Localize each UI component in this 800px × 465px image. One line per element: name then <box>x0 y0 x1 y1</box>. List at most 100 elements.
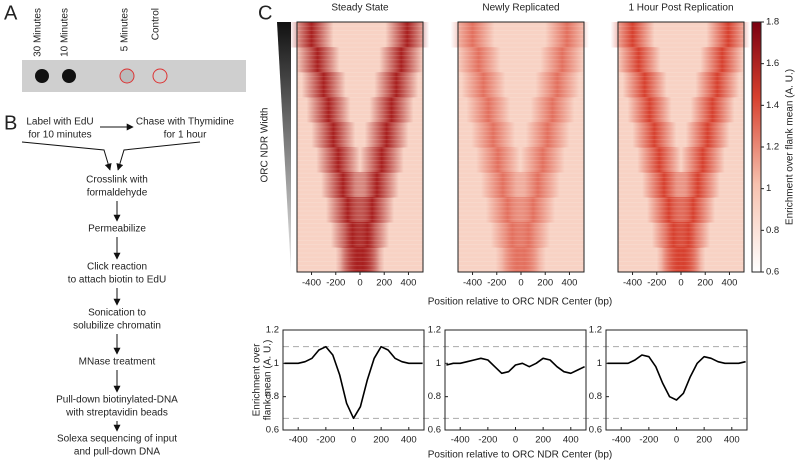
step-text: Pull-down biotinylated-DNA <box>56 395 178 406</box>
heatmap-peak <box>515 172 560 198</box>
heatmap-peak <box>350 197 395 223</box>
heatmap-peak <box>690 97 735 123</box>
step-text: for 10 minutes <box>28 130 91 141</box>
step-text: Permeabilize <box>88 224 146 235</box>
heatmap-peak <box>511 197 556 223</box>
heatmap-peak <box>316 147 361 173</box>
colorbar-tick-label: 1.4 <box>766 100 779 111</box>
x-tick-label: 0 <box>513 435 518 446</box>
x-tick-label: 400 <box>722 278 738 289</box>
heatmap-peak <box>471 122 516 148</box>
plot-frame <box>605 329 748 431</box>
heatmap-peak <box>675 172 720 198</box>
blot-dot <box>35 69 49 83</box>
x-tick-label: 200 <box>537 278 553 289</box>
heatmap-peak <box>627 97 672 123</box>
heatmap-peak <box>706 22 751 48</box>
x-tick-label: -200 <box>478 435 497 446</box>
colorbar-tick-label: 1.2 <box>766 142 779 153</box>
heatmap-peak <box>616 47 661 73</box>
step-text: Chase with Thymidine <box>136 117 235 128</box>
step-text: Solexa sequencing of input <box>57 434 177 445</box>
heatmap-peak <box>295 47 340 73</box>
heatmap-peak <box>685 122 730 148</box>
y-tick-label: 0.8 <box>428 391 441 402</box>
heatmap-peak <box>354 172 399 198</box>
arrow <box>116 141 201 171</box>
step-text: Label with EdU <box>26 117 93 128</box>
heatmap-peak <box>622 72 667 98</box>
heatmap-peak <box>520 147 565 173</box>
heatmap-peak <box>632 122 677 148</box>
blot-dot <box>62 69 76 83</box>
x-tick-label: 200 <box>373 435 389 446</box>
x-tick-label: 200 <box>535 435 551 446</box>
y-tick-label: 0.8 <box>266 391 279 402</box>
x-tick-label: -400 <box>451 435 470 446</box>
arrow <box>21 141 112 171</box>
colorbar <box>751 21 762 273</box>
heatmap-peak <box>530 97 575 123</box>
x-axis-label: Position relative to ORC NDR Center (bp) <box>428 450 613 461</box>
y-tick-label: 1.2 <box>428 325 441 336</box>
colorbar-tick-label: 0.6 <box>766 267 779 278</box>
x-tick-label: -200 <box>326 278 345 289</box>
step-text: formaldehyde <box>87 188 148 199</box>
heatmap-peak <box>535 72 580 98</box>
x-tick-label: -200 <box>487 278 506 289</box>
panel-label: C <box>258 2 272 24</box>
x-tick-label: 200 <box>697 278 713 289</box>
heatmap-peak <box>461 72 506 98</box>
blot-circle <box>119 68 135 84</box>
heatmap-peak <box>301 72 346 98</box>
heatmap-peak <box>364 122 409 148</box>
step-text: Click reaction <box>87 262 147 273</box>
lane-label: Control <box>151 8 162 40</box>
heatmap-peak <box>671 197 716 223</box>
x-tick-label: 400 <box>563 435 579 446</box>
y-axis-label: Enrichment over <box>252 343 263 416</box>
step-text: Crosslink with <box>86 175 148 186</box>
heatmap-peak <box>661 247 706 273</box>
heatmap-peak <box>502 247 547 273</box>
plot-frame <box>282 329 425 431</box>
x-tick-label: -400 <box>302 278 321 289</box>
plot-frame <box>444 329 587 431</box>
colorbar-tick-label: 1 <box>766 183 771 194</box>
row-axis-label: ORC NDR Width <box>260 107 271 182</box>
colorbar-tick-label: 0.8 <box>766 225 779 236</box>
step-text: solubilize chromatin <box>73 321 161 332</box>
heatmap-title: Newly Replicated <box>482 3 559 14</box>
x-tick-label: 0 <box>518 278 523 289</box>
step-text: for 1 hour <box>164 130 207 141</box>
heatmap-peak <box>545 22 590 48</box>
panel-label: A <box>4 2 18 24</box>
heatmap-peak <box>379 47 424 73</box>
y-tick-label: 0.6 <box>589 425 602 436</box>
heatmap-peak <box>466 97 511 123</box>
heatmap-peak <box>540 47 585 73</box>
y-tick-label: 1 <box>597 358 602 369</box>
step-text: and pull-down DNA <box>74 447 160 458</box>
heatmap-peak <box>340 247 385 273</box>
step-text: to attach biotin to EdU <box>68 275 166 286</box>
profile-line <box>284 345 423 420</box>
panel-label: B <box>4 112 17 134</box>
colorbar-label: Enrichment over flank mean (A. U.) <box>785 69 796 225</box>
x-tick-label: 400 <box>401 278 417 289</box>
heatmap-peak <box>345 222 390 248</box>
x-tick-label: 400 <box>401 435 417 446</box>
profile-line <box>446 357 585 375</box>
x-tick-label: -400 <box>289 435 308 446</box>
heatmap-peak <box>456 47 501 73</box>
heatmap-peak <box>666 222 711 248</box>
y-tick-label: 1.2 <box>589 325 602 336</box>
heatmap-peak <box>359 147 404 173</box>
x-tick-label: -400 <box>463 278 482 289</box>
blot-circle <box>152 68 168 84</box>
heatmap-peak <box>311 122 356 148</box>
heatmap-peak <box>637 147 682 173</box>
heatmap-peak <box>680 147 725 173</box>
x-tick-label: -400 <box>623 278 642 289</box>
